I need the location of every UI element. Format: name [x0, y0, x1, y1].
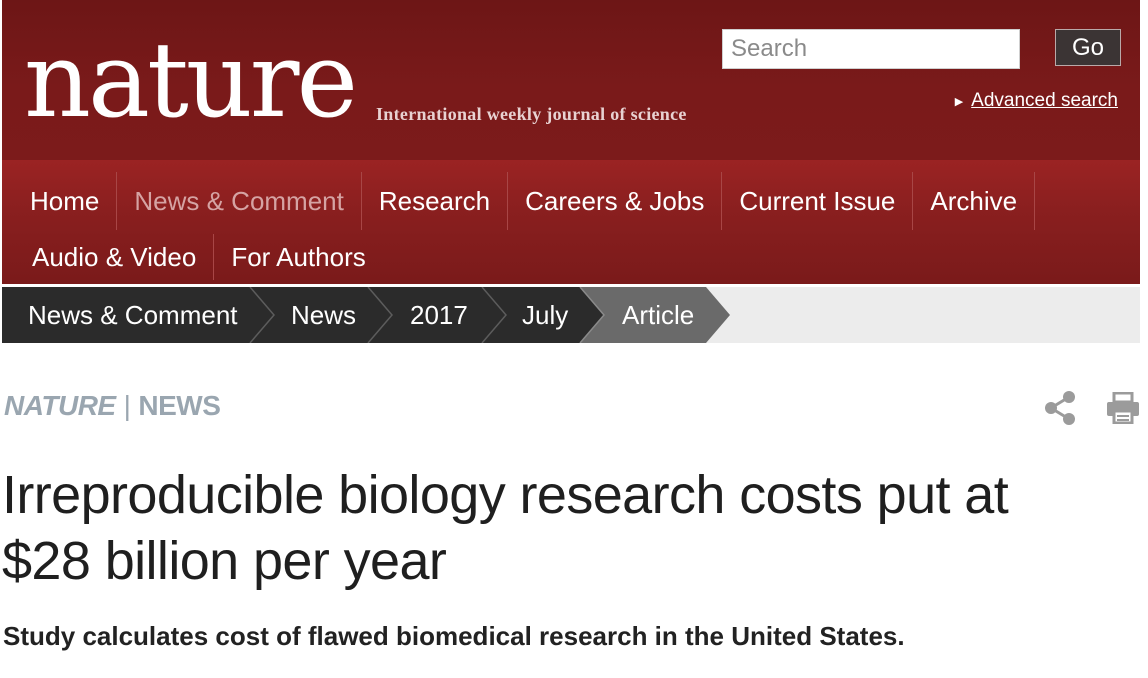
breadcrumb-separator-3 [481, 287, 507, 343]
nav-item-careers-jobs[interactable]: Careers & Jobs [508, 172, 723, 230]
breadcrumb-segment-article [580, 287, 730, 343]
section-name[interactable]: NEWS [138, 390, 221, 421]
breadcrumb-item-news-comment[interactable]: News & Comment [28, 300, 238, 330]
breadcrumb-item-2017[interactable]: 2017 [410, 300, 468, 330]
breadcrumb-segment-2017 [368, 287, 506, 343]
nav-item-archive[interactable]: Archive [913, 172, 1036, 230]
nature-logo[interactable]: nature [24, 19, 358, 141]
breadcrumb-segment-news [250, 287, 392, 343]
nav-item-home[interactable]: Home [2, 172, 118, 230]
nav-item-audio-video[interactable]: Audio & Video [2, 234, 215, 280]
nav-item-for-authors[interactable]: For Authors [231, 241, 366, 272]
breadcrumb-separator-1 [249, 287, 275, 343]
search-input[interactable] [722, 29, 1020, 69]
breadcrumb: News & Comment News 2017 July Article [2, 287, 1140, 343]
breadcrumb-item-july[interactable]: July [522, 300, 569, 330]
nav-row-2: Audio & Video For Authors [2, 234, 383, 280]
advanced-search-link[interactable]: Advanced search [971, 90, 1118, 111]
article-title-line-2: $28 billion per year [2, 531, 447, 591]
nav-item-news-comment[interactable]: News & Comment [117, 172, 362, 230]
primary-nav: Home News & Comment Research Careers & J… [2, 160, 1140, 284]
print-icon[interactable] [1106, 392, 1140, 424]
nav-item-research[interactable]: Research [362, 172, 509, 230]
article-title: Irreproducible biology research costs pu… [2, 462, 1132, 594]
masthead: nature International weekly journal of s… [2, 0, 1140, 160]
advanced-search: ▶ Advanced search [955, 90, 1118, 112]
section-separator: | [123, 390, 131, 421]
breadcrumb-item-article: Article [622, 300, 695, 330]
breadcrumb-segment-july [482, 287, 604, 343]
breadcrumb-separator-4 [579, 287, 605, 343]
go-button[interactable]: Go [1055, 29, 1121, 66]
breadcrumb-separator-2 [367, 287, 393, 343]
article-title-line-1: Irreproducible biology research costs pu… [2, 465, 1009, 525]
section-brand[interactable]: NATURE [4, 390, 116, 421]
share-icon[interactable] [1042, 390, 1078, 426]
article-standfirst: Study calculates cost of flawed biomedic… [3, 621, 905, 651]
tagline: International weekly journal of science [376, 104, 687, 124]
nav-row-1: Home News & Comment Research Careers & J… [2, 172, 1036, 230]
nav-item-current-issue[interactable]: Current Issue [722, 172, 914, 230]
breadcrumb-segment-news-comment [2, 287, 274, 343]
breadcrumb-chevrons [2, 287, 730, 343]
breadcrumb-item-news[interactable]: News [291, 300, 357, 330]
triangle-right-icon: ▶ [954, 95, 964, 108]
section-label: NATURE | NEWS [4, 390, 221, 422]
